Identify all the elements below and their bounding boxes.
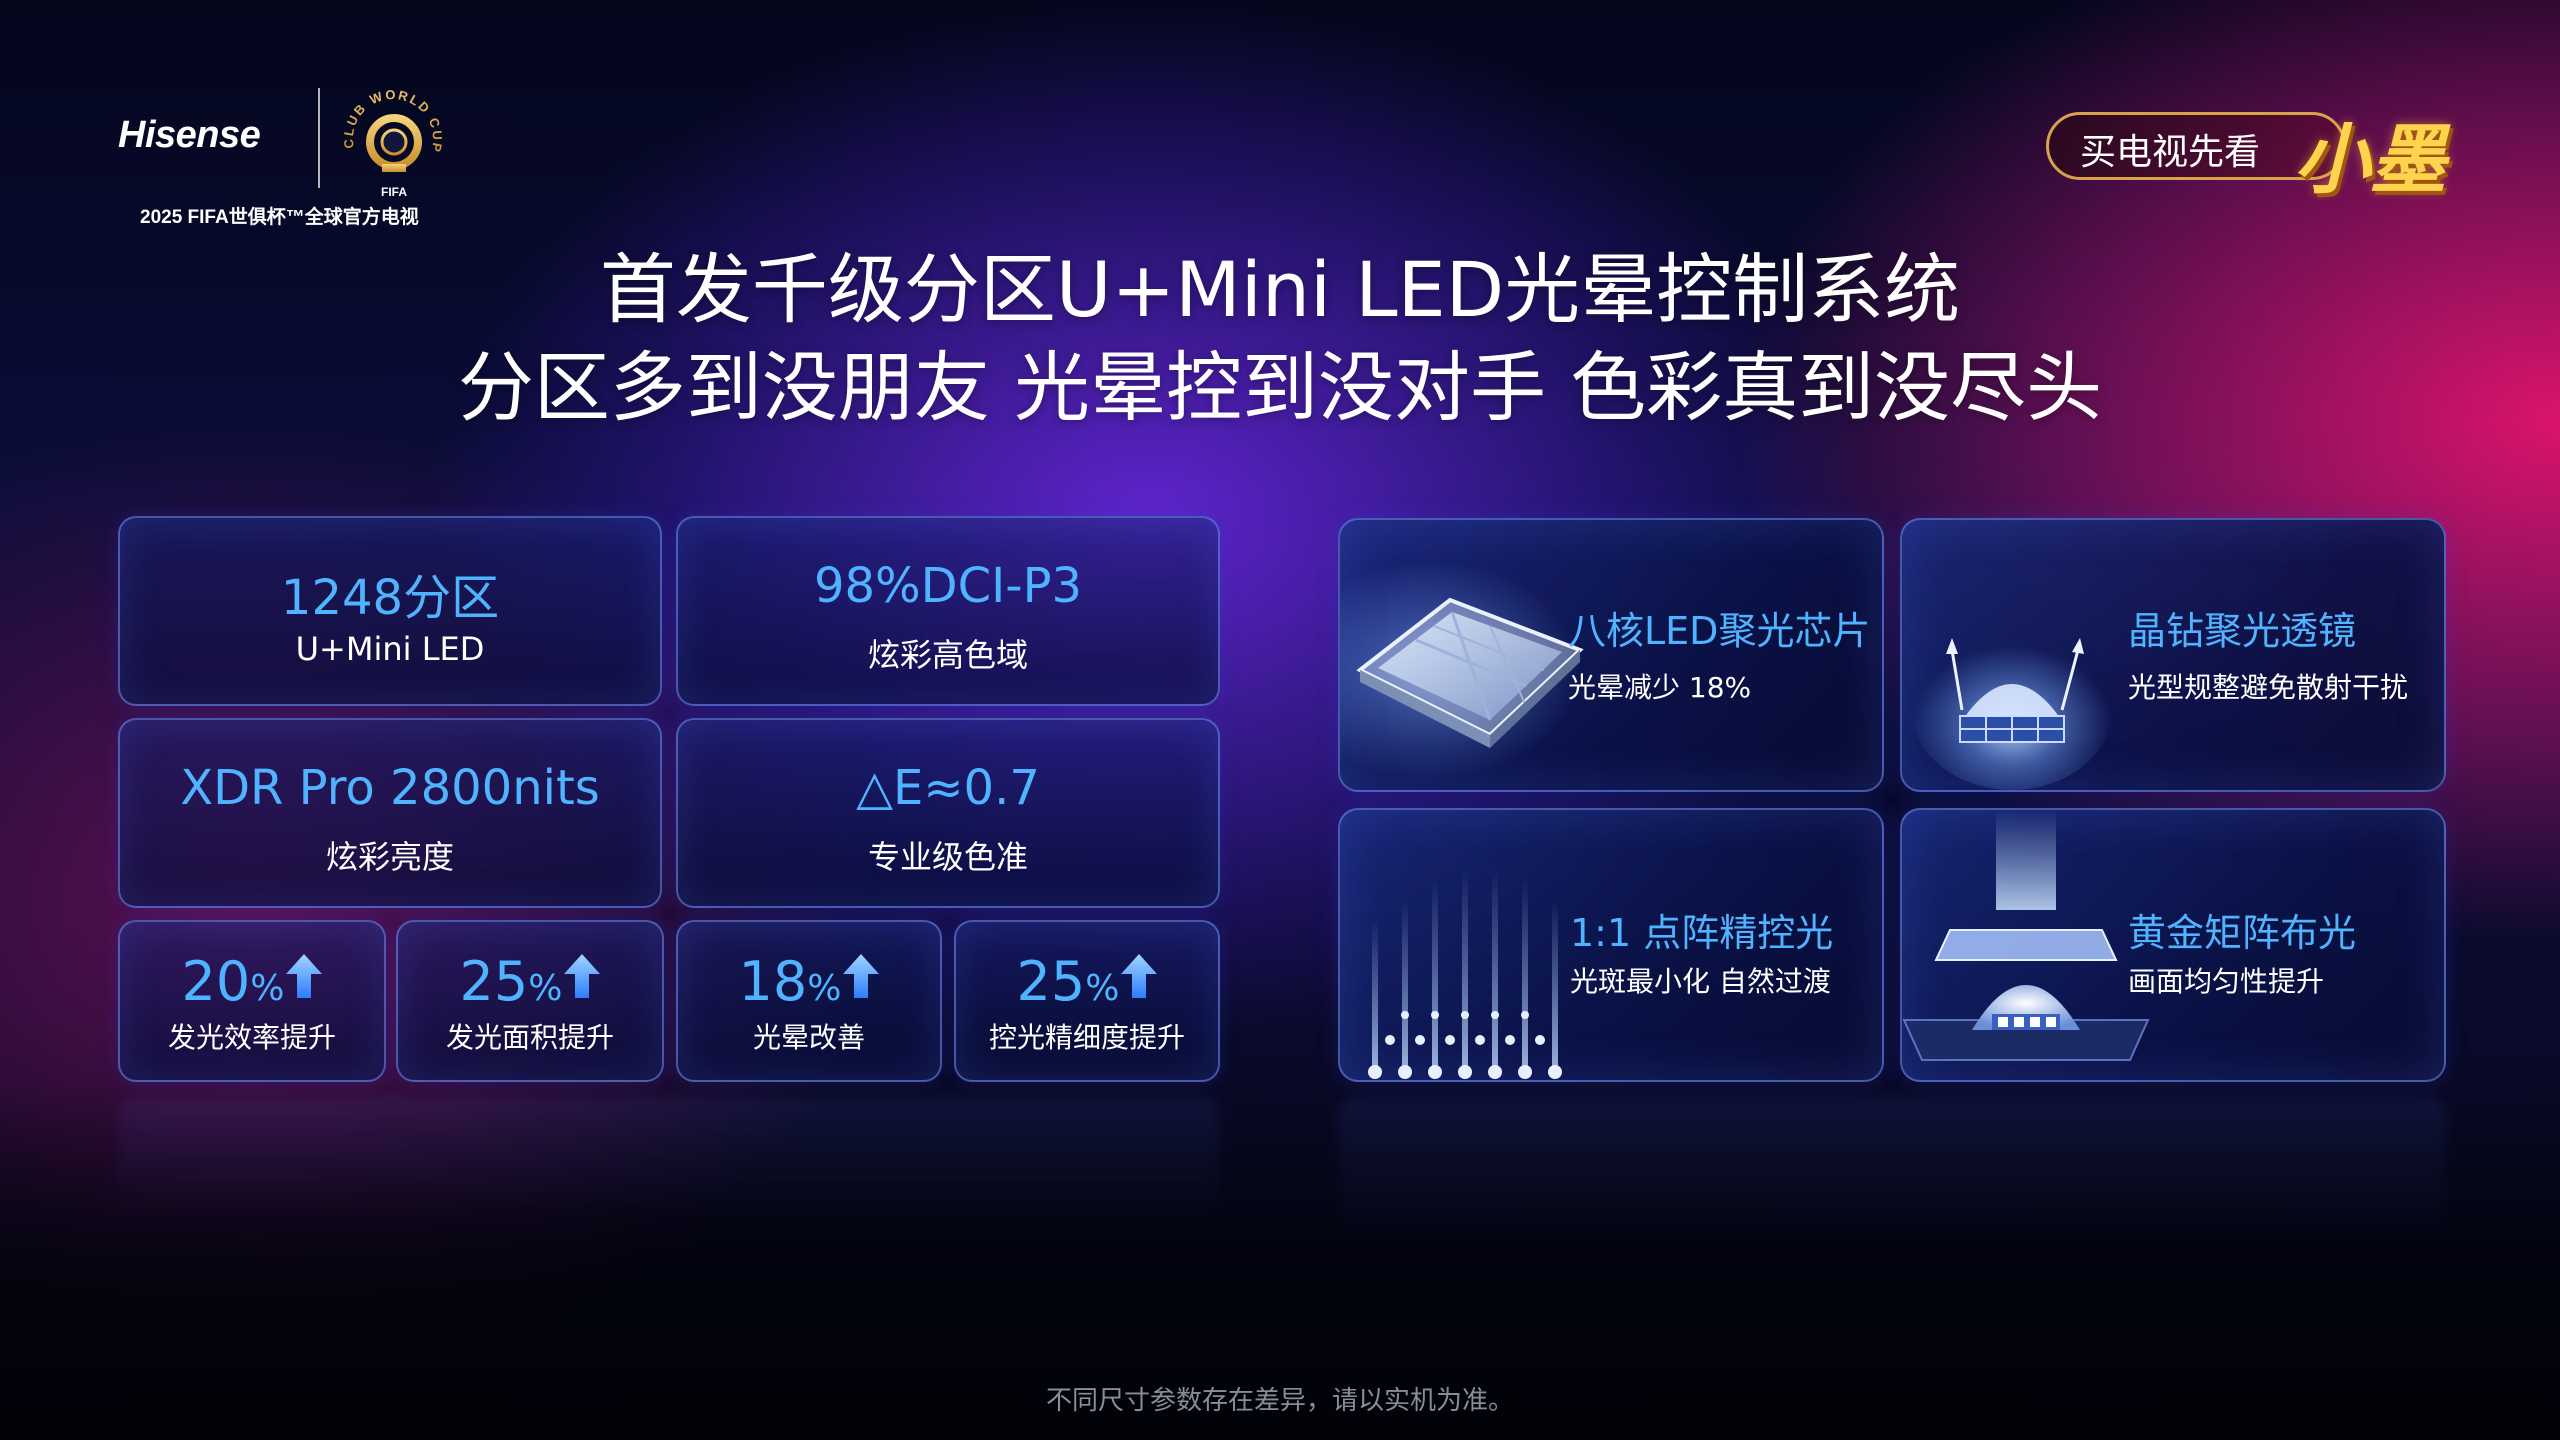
page-subtitle: 分区多到没朋友 光晕控到没对手 色彩真到没尽头 — [457, 343, 2103, 432]
up-arrow-icon — [843, 954, 880, 998]
page-title: 首发千级分区U+Mini LED光晕控制系统 — [599, 245, 1961, 334]
cards-reflection-left — [118, 1096, 1220, 1226]
brand-caption: 2025 FIFA世俱杯™全球官方电视 — [140, 207, 419, 228]
club-world-cup-logo: CLUB WORLD CUP 25 FIFA — [336, 78, 443, 199]
feature-title: 1:1 点阵精控光 — [1570, 911, 1834, 955]
up-arrow-icon — [286, 954, 323, 998]
dot-matrix-icon — [1368, 870, 1562, 1079]
improvement-value: 18% — [678, 950, 940, 1013]
improvement-value: 20% — [120, 950, 384, 1013]
improvement-card-precision: 25% 控光精细度提升 — [954, 920, 1220, 1082]
improvement-label: 发光面积提升 — [445, 1021, 614, 1054]
feature-title: 八核LED聚光芯片 — [1568, 609, 1871, 653]
slogan-text: 买电视先看 — [2080, 132, 2261, 173]
slogan-badge: 买电视先看 小墨 — [2046, 104, 2456, 204]
up-arrow-icon — [1121, 954, 1158, 998]
up-arrow-icon — [564, 954, 601, 998]
feature-card-led-chip: 八核LED聚光芯片 光晕减少 18% — [1338, 518, 1884, 792]
feature-desc: 光晕减少 18% — [1568, 671, 1752, 704]
improvement-label: 控光精细度提升 — [988, 1021, 1185, 1054]
led-chip-icon — [1340, 560, 1640, 780]
improvement-value: 25% — [956, 950, 1218, 1013]
brand-block: Hisense CLUB WORLD CUP 25 FIFA 2025 FIFA… — [118, 78, 498, 238]
improvement-label: 光晕改善 — [752, 1021, 865, 1054]
spec-card-zones: 1248分区 U+Mini LED — [118, 516, 662, 706]
background-fade — [0, 1080, 2560, 1440]
feature-title: 晶钻聚光透镜 — [2128, 609, 2357, 653]
feature-card-dot-matrix: 1:1 点阵精控光 光斑最小化 自然过渡 — [1338, 808, 1884, 1082]
spec-label: U+Mini LED — [295, 630, 485, 668]
spec-card-brightness: XDR Pro 2800nits 炫彩亮度 — [118, 718, 662, 908]
feature-desc: 光型规整避免散射干扰 — [2128, 671, 2409, 704]
spec-label: 炫彩高色域 — [867, 636, 1028, 674]
hisense-logo: Hisense — [118, 114, 261, 156]
feature-card-matrix-light: 黄金矩阵布光 画面均匀性提升 — [1900, 808, 2446, 1082]
cwc-fifa-text: FIFA — [381, 185, 407, 199]
improvement-card-halo: 18% 光晕改善 — [676, 920, 942, 1082]
improvement-card-efficiency: 20% 发光效率提升 — [118, 920, 386, 1082]
improvement-value: 25% — [398, 950, 662, 1013]
spec-card-color-gamut: 98%DCI-P3 炫彩高色域 — [676, 516, 1220, 706]
spec-value: 98%DCI-P3 — [813, 558, 1083, 614]
improvement-label: 发光效率提升 — [167, 1021, 336, 1054]
cards-reflection-right — [1338, 1096, 2446, 1246]
footnote: 不同尺寸参数存在差异，请以实机为准。 — [1045, 1386, 1514, 1416]
matrix-light-icon — [1902, 810, 2150, 1061]
spec-label: 炫彩亮度 — [325, 838, 454, 876]
slogan-brand: 小墨 — [2294, 115, 2446, 204]
brand-divider — [318, 88, 320, 188]
feature-card-crystal-lens: 晶钻聚光透镜 光型规整避免散射干扰 — [1900, 518, 2446, 792]
spec-value: XDR Pro 2800nits — [180, 760, 600, 816]
light-beams — [1372, 870, 1558, 1070]
spec-value: 1248分区 — [280, 570, 500, 626]
feature-desc: 画面均匀性提升 — [2128, 965, 2325, 998]
improvement-card-area: 25% 发光面积提升 — [396, 920, 664, 1082]
spec-label: 专业级色准 — [867, 838, 1028, 876]
spec-value: △E≈0.7 — [856, 760, 1040, 816]
slogan-pill — [2046, 112, 2346, 180]
feature-desc: 光斑最小化 自然过渡 — [1570, 965, 1831, 998]
crystal-lens-icon — [1912, 630, 2112, 790]
feature-title: 黄金矩阵布光 — [2128, 911, 2357, 955]
spec-card-color-accuracy: △E≈0.7 专业级色准 — [676, 718, 1220, 908]
